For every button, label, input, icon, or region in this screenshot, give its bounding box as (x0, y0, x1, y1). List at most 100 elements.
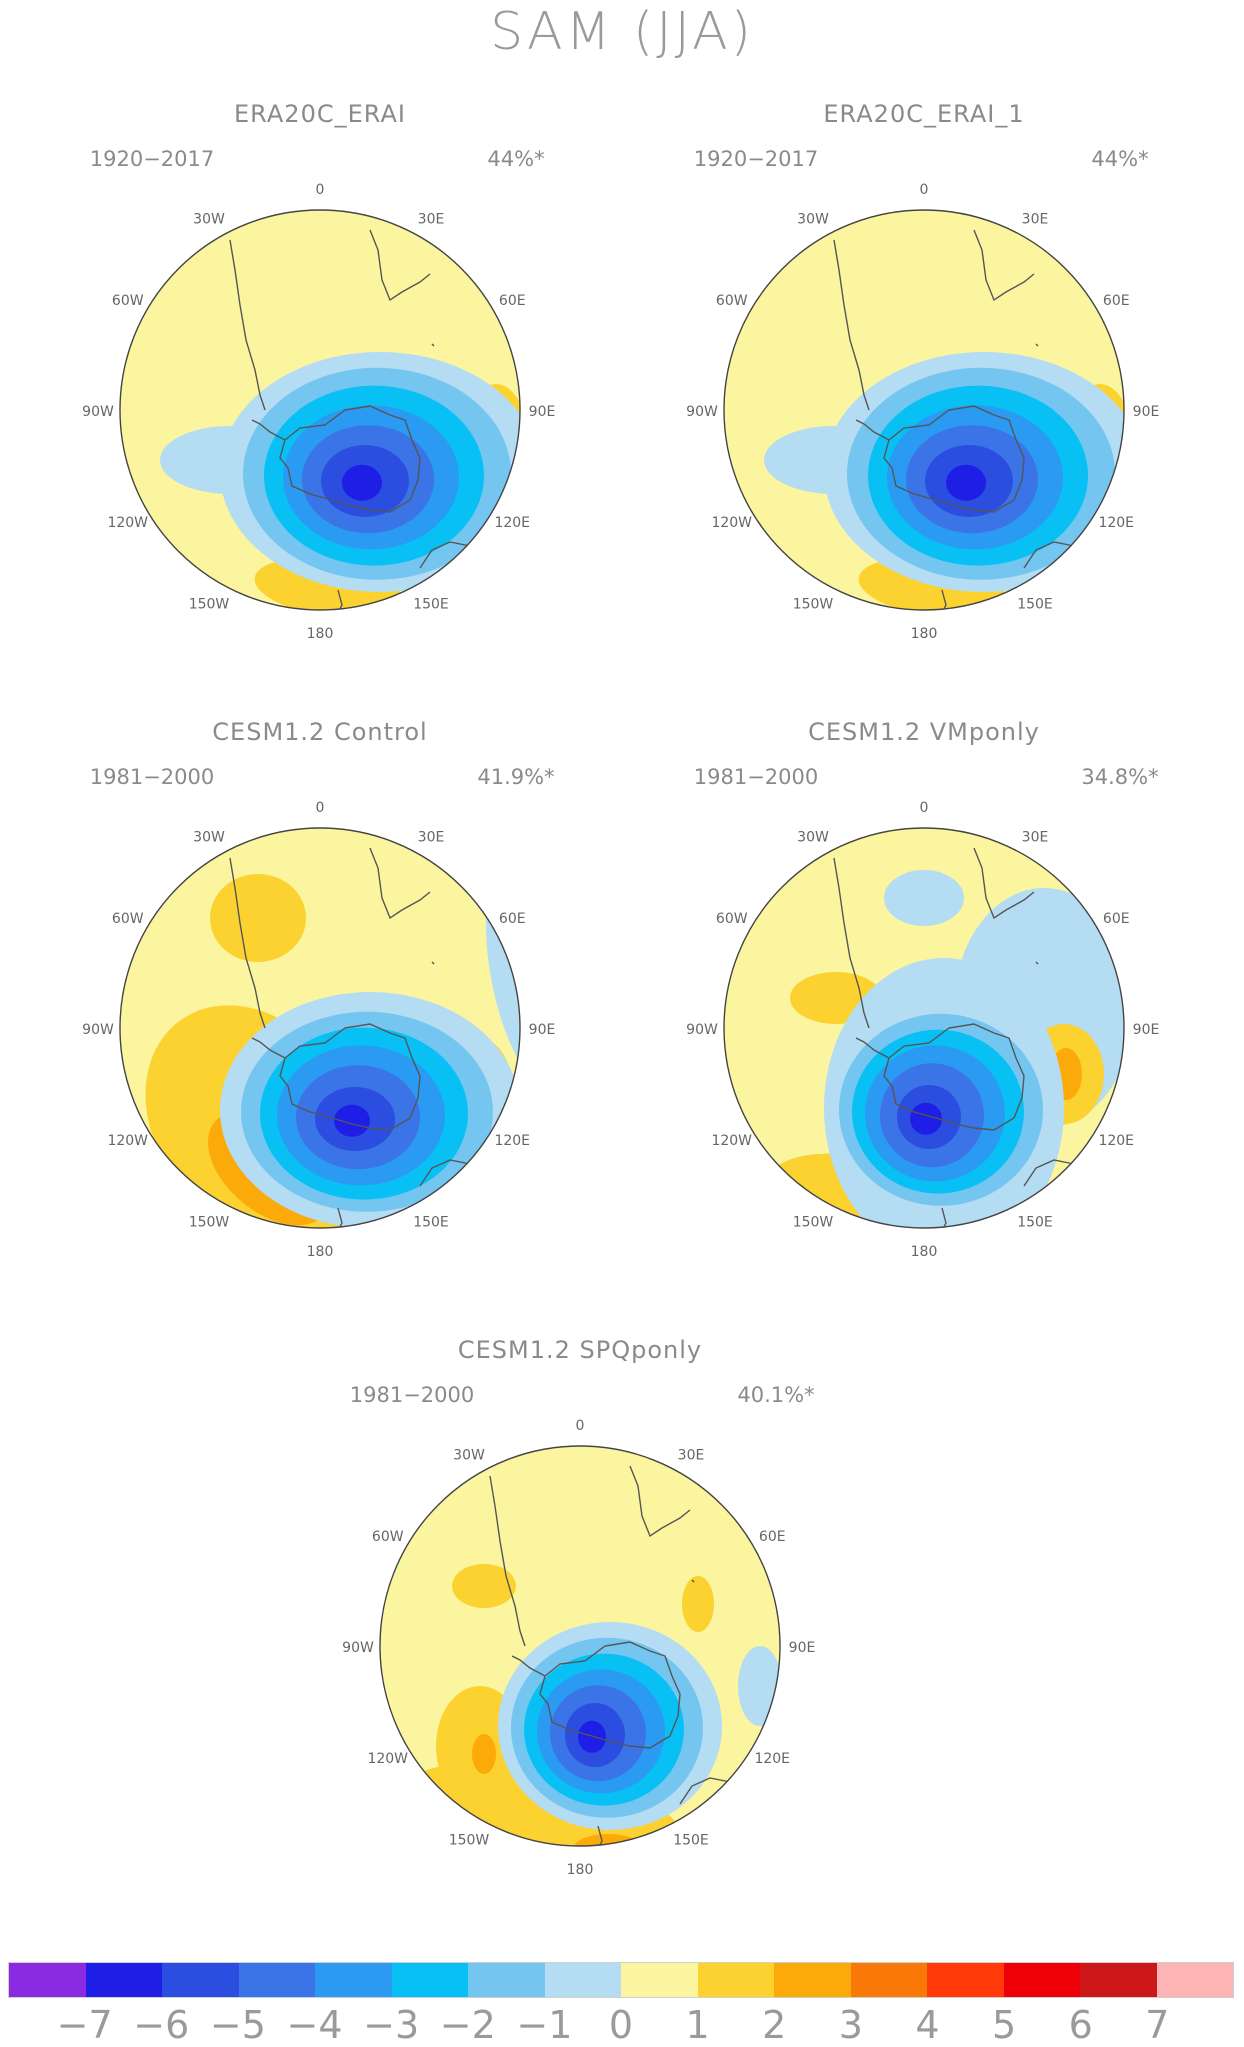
colorbar-tick-label: −7 (56, 2003, 113, 2047)
variance-label: 34.8%* (1081, 765, 1158, 789)
lon-label: 30W (193, 212, 225, 228)
coastline (229, 239, 266, 411)
lon-label: 150E (413, 1214, 449, 1230)
colorbar-tick-label: 5 (992, 2003, 1017, 2047)
low-contour (910, 1102, 942, 1135)
colorbar-cell (544, 1963, 621, 1997)
period-label: 1981−2000 (694, 765, 818, 789)
lon-label: 90E (529, 404, 556, 420)
colorbar-tick-label: 2 (762, 2003, 787, 2047)
coastline (369, 847, 431, 920)
colorbar-tick-label: 1 (685, 2003, 710, 2047)
anomaly-blob (884, 870, 964, 926)
coastline (279, 405, 421, 513)
lon-label: 60W (112, 293, 144, 309)
lon-label: 120E (1098, 515, 1134, 531)
map-panel-cesm-control: CESM1.2 Control 1981−2000 41.9%* 0 30E 60E 90E… (62, 706, 662, 1306)
coastline (229, 857, 266, 1029)
colorbar-cell (391, 1963, 468, 1997)
lon-label: 90E (529, 1022, 556, 1038)
lon-label: 90W (686, 404, 718, 420)
colorbar-cell (621, 1963, 698, 1997)
colorbar-cell (927, 1963, 1004, 1997)
period-label: 1920−2017 (90, 147, 214, 171)
lon-label: 150E (673, 1832, 709, 1848)
map-panel-era20c-erai-1: ERA20C_ERAI_1 1920−2017 44%* 0 30E 60E 90E 120E… (666, 88, 1244, 688)
colorbar-tick-label: −4 (286, 2003, 343, 2047)
coastline (279, 1023, 421, 1131)
coastline (1035, 961, 1039, 965)
anomaly-blob (472, 1734, 496, 1774)
colorbar-tick-label: −5 (209, 2003, 266, 2047)
colorbar-cell (9, 1963, 86, 1997)
lon-label: 120E (1098, 1133, 1134, 1149)
coastline (539, 1641, 681, 1749)
anomaly-blob (210, 874, 306, 962)
anomaly-blob (452, 1564, 516, 1608)
low-contour (334, 1104, 370, 1137)
map-boundary (119, 209, 521, 611)
variance-label: 44%* (487, 147, 544, 171)
map-panel-cesm-spqponly: CESM1.2 SPQponly 1981−2000 40.1%* 0 30E 60E 90… (322, 1324, 922, 1924)
lon-label: 120W (107, 1133, 148, 1149)
coastline (931, 589, 947, 610)
colorbar-tick-label: −1 (516, 2003, 573, 2047)
lon-label: 180 (307, 626, 334, 642)
coastline (973, 847, 1035, 920)
coastline (369, 229, 431, 302)
colorbar-labels: −7 −6 −5 −4 −3 −2 −1 0 1 2 3 4 5 6 7 (0, 2006, 1244, 2046)
colorbar-cell (162, 1963, 239, 1997)
coastline (251, 1037, 286, 1059)
lon-label: 90E (789, 1640, 816, 1656)
panel-title: CESM1.2 Control (212, 718, 427, 746)
coastline (855, 1037, 890, 1059)
colorbar-cell (850, 1963, 927, 1997)
lon-label: 60W (112, 911, 144, 927)
lon-label: 180 (567, 1862, 594, 1878)
lon-label: 180 (307, 1244, 334, 1260)
coastline (629, 1465, 691, 1538)
coastline (431, 961, 435, 965)
panel-title: ERA20C_ERAI_1 (823, 100, 1024, 128)
period-label: 1920−2017 (694, 147, 818, 171)
lon-label: 30E (418, 212, 445, 228)
colorbar-tick-label: −3 (363, 2003, 420, 2047)
low-contour (578, 1720, 606, 1753)
anomaly-blob (574, 1834, 642, 1846)
coastline (691, 1579, 695, 1583)
lon-label: 30E (418, 830, 445, 846)
coastline (931, 1207, 947, 1228)
coastline (833, 857, 870, 1029)
lon-label: 150W (189, 1214, 230, 1230)
period-label: 1981−2000 (90, 765, 214, 789)
map-boundary (119, 827, 521, 1229)
lon-label: 30W (453, 1448, 485, 1464)
colorbar-tick-label: 7 (1145, 2003, 1170, 2047)
lon-label: 30E (678, 1448, 705, 1464)
map-panel-era20c-erai: ERA20C_ERAI 1920−2017 44%* 0 30E 60E 90E 120E 15… (62, 88, 662, 688)
colorbar-tick-label: −2 (439, 2003, 496, 2047)
polar-map: CESM1.2 SPQponly 1981−2000 40.1%* 0 30E 60E 90… (342, 1336, 816, 1878)
lon-label: 90W (686, 1022, 718, 1038)
variance-label: 41.9%* (477, 765, 554, 789)
colorbar-tick-label: 3 (838, 2003, 863, 2047)
lon-label: 180 (911, 1244, 938, 1260)
variance-label: 44%* (1091, 147, 1148, 171)
panel-title: ERA20C_ERAI (234, 100, 406, 128)
variance-label: 40.1%* (737, 1383, 814, 1407)
lon-label: 60E (759, 1529, 786, 1545)
lon-label: 90E (1133, 404, 1160, 420)
low-contour (342, 464, 382, 501)
panel-title: CESM1.2 VMponly (808, 718, 1040, 746)
main-title: SAM (JJA) (490, 2, 754, 62)
lon-label: 30W (797, 212, 829, 228)
lon-label: 0 (576, 1418, 585, 1434)
coastline (489, 1475, 526, 1647)
anomaly-blob (682, 1576, 714, 1632)
colorbar-tick-label: 0 (608, 2003, 634, 2047)
lon-label: 90W (82, 404, 114, 420)
coastline (251, 419, 286, 441)
lon-label: 150W (793, 596, 834, 612)
lon-label: 150W (793, 1214, 834, 1230)
